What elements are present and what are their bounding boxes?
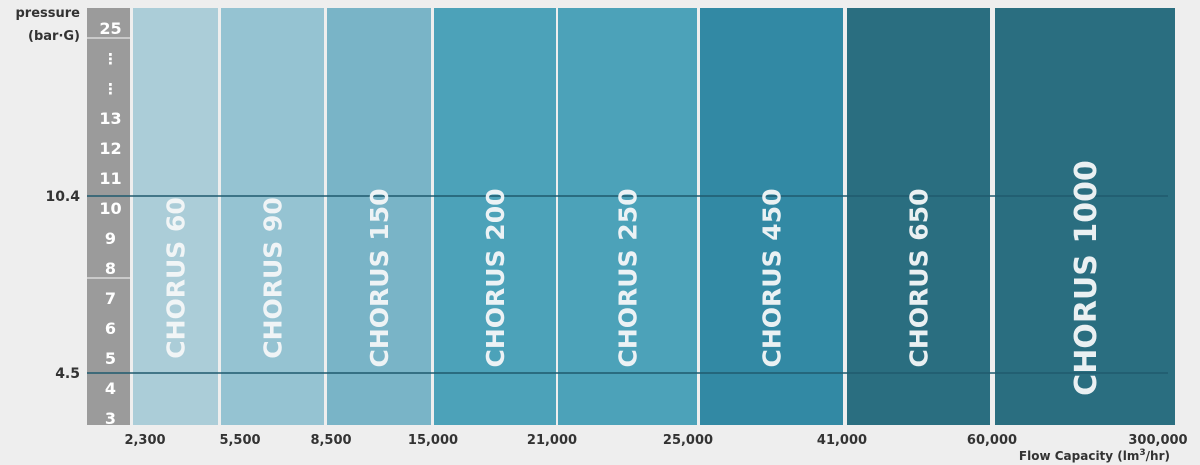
x-tick-label: 8,500 xyxy=(310,433,351,448)
bar-chorus-150 xyxy=(327,8,431,425)
bar-chorus-250 xyxy=(558,8,697,425)
x-tick-label: 21,000 xyxy=(527,433,577,448)
bar-chorus-60 xyxy=(133,8,218,425)
bar-label: CHORUS 90 xyxy=(259,197,288,359)
x-tick-label: 15,000 xyxy=(408,433,458,448)
x-tick-label: 25,000 xyxy=(663,433,713,448)
x-tick-label: 2,300 xyxy=(124,433,165,448)
reference-line-label: 4.5 xyxy=(55,366,80,382)
bar-chorus-200 xyxy=(434,8,556,425)
x-tick-label: 41,000 xyxy=(817,433,867,448)
bar-label: CHORUS 200 xyxy=(481,189,510,368)
bar-label: CHORUS 150 xyxy=(365,189,394,368)
bar-chorus-650 xyxy=(847,8,990,425)
bar-label: CHORUS 650 xyxy=(905,189,934,368)
y-tick-label: 11 xyxy=(99,169,121,188)
bar-label: CHORUS 450 xyxy=(758,189,787,368)
bar-label: CHORUS 60 xyxy=(162,197,191,359)
y-tick-label: 25 xyxy=(99,19,121,38)
y-tick-label: 10 xyxy=(99,199,121,218)
y-tick-label: 12 xyxy=(99,139,121,158)
y-tick-label: ⋮ xyxy=(103,50,118,68)
y-tick-label: 13 xyxy=(99,109,121,128)
y-tick-label: 9 xyxy=(105,229,116,248)
x-tick-label: 5,500 xyxy=(219,433,260,448)
y-tick-label: 8 xyxy=(105,259,116,278)
y-axis-title-line1: pressure xyxy=(16,6,81,21)
reference-line-label: 10.4 xyxy=(45,189,80,205)
pressure-axis-band xyxy=(87,8,130,425)
x-axis-title: Flow Capacity (lm3/hr) xyxy=(1019,448,1170,463)
y-tick-label: 5 xyxy=(105,349,116,368)
bar-chorus-1000 xyxy=(995,8,1175,425)
bar-chorus-450 xyxy=(700,8,843,425)
bar-label: CHORUS 250 xyxy=(614,189,643,368)
x-tick-label: 300,000 xyxy=(1128,433,1187,448)
y-tick-label: 4 xyxy=(105,379,116,398)
y-axis-title-line2: (bar·G) xyxy=(28,29,80,44)
bar-label: CHORUS 1000 xyxy=(1069,160,1104,396)
y-tick-label: ⋮ xyxy=(103,80,118,98)
x-tick-label: 60,000 xyxy=(967,433,1017,448)
bar-chorus-90 xyxy=(221,8,324,425)
y-tick-label: 6 xyxy=(105,319,116,338)
y-tick-label: 3 xyxy=(105,409,116,428)
y-tick-label: 7 xyxy=(105,289,116,308)
